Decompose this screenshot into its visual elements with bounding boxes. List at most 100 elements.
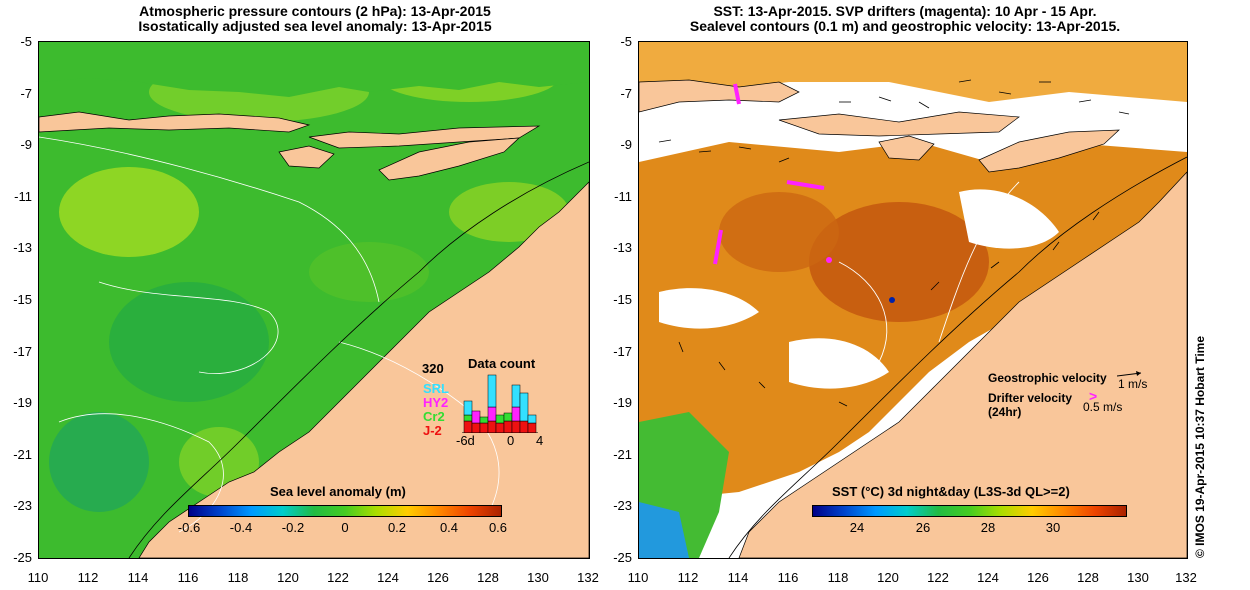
lat-tick: -17 bbox=[613, 344, 632, 359]
lon-tick: 112 bbox=[77, 570, 99, 585]
lat-tick: -9 bbox=[620, 137, 632, 152]
left-colorbar-label: Sea level anomaly (m) bbox=[270, 484, 406, 499]
left-colorbar bbox=[188, 505, 502, 517]
lon-tick: 124 bbox=[377, 570, 399, 585]
histogram-bar bbox=[463, 400, 473, 416]
histogram-bar bbox=[463, 420, 473, 433]
right-colorbar bbox=[812, 505, 1127, 517]
lat-tick: -5 bbox=[20, 34, 32, 49]
histogram-bar bbox=[527, 422, 537, 433]
lat-tick: -11 bbox=[14, 189, 32, 204]
data-count-max: 320 bbox=[422, 361, 444, 376]
sst-coolest bbox=[639, 502, 689, 558]
lon-tick: 124 bbox=[977, 570, 999, 585]
data-count-xtick: 4 bbox=[536, 433, 544, 448]
pressure-contour bbox=[39, 136, 380, 303]
lon-tick: 120 bbox=[277, 570, 299, 585]
right-colorbar-tick: 24 bbox=[849, 520, 865, 535]
lon-tick: 126 bbox=[1027, 570, 1049, 585]
sst-warm-patch bbox=[719, 192, 839, 272]
left-map-svg bbox=[39, 42, 589, 558]
drifter-point bbox=[889, 297, 895, 303]
right-colorbar-tick: 30 bbox=[1045, 520, 1061, 535]
satellite-srl: SRL bbox=[423, 381, 449, 396]
lon-tick: 132 bbox=[1175, 570, 1197, 585]
histogram-bar bbox=[487, 374, 497, 408]
histogram-bar bbox=[479, 422, 489, 433]
lat-tick: -9 bbox=[20, 137, 32, 152]
lon-tick: 130 bbox=[1127, 570, 1149, 585]
left-colorbar-tick: -0.4 bbox=[229, 520, 253, 535]
satellite-hy2: HY2 bbox=[423, 395, 449, 410]
histogram-bars bbox=[463, 374, 537, 433]
data-count-xtick: 0 bbox=[507, 433, 515, 448]
flores-land bbox=[308, 125, 541, 149]
right-title-line2: Sealevel contours (0.1 m) and geostrophi… bbox=[689, 18, 1121, 34]
lat-tick: -7 bbox=[20, 86, 32, 101]
lat-tick: -17 bbox=[13, 344, 32, 359]
sst-warm-patch bbox=[809, 202, 989, 322]
sst-north-band bbox=[639, 42, 1187, 102]
lon-tick: 118 bbox=[227, 570, 249, 585]
sealevel-contour bbox=[938, 181, 1020, 343]
data-count-title: Data count bbox=[468, 356, 536, 371]
right-colorbar-label: SST (°C) 3d night&day (L3S-3d QL>=2) bbox=[832, 484, 1070, 499]
drifter-scale-label: 0.5 m/s bbox=[1083, 400, 1123, 414]
left-colorbar-tick: 0.2 bbox=[387, 520, 407, 535]
lat-tick: -15 bbox=[613, 292, 632, 307]
anomaly-patch bbox=[59, 167, 199, 257]
lon-tick: 128 bbox=[1077, 570, 1099, 585]
data-count-histogram bbox=[462, 374, 538, 433]
left-title-line2: Isostatically adjusted sea level anomaly… bbox=[138, 18, 492, 34]
lon-tick: 128 bbox=[477, 570, 499, 585]
lon-tick: 110 bbox=[627, 570, 649, 585]
sst-cloud-gap bbox=[789, 338, 889, 389]
histogram-bar bbox=[495, 414, 505, 424]
lon-tick: 110 bbox=[27, 570, 49, 585]
lon-tick: 112 bbox=[677, 570, 699, 585]
histogram-bar bbox=[471, 422, 481, 433]
imos-credit: © IMOS 19-Apr-2015 10:37 Hobart Time bbox=[1193, 335, 1207, 558]
left-map-panel bbox=[38, 41, 590, 559]
drifter-velocity-period: (24hr) bbox=[988, 405, 1022, 419]
histogram-bar bbox=[503, 412, 513, 422]
histogram-bar bbox=[527, 414, 537, 424]
sst-cloud-gap bbox=[959, 189, 1059, 249]
lon-tick: 114 bbox=[727, 570, 749, 585]
drifter-track bbox=[733, 83, 741, 105]
sumba-land bbox=[278, 145, 335, 169]
left-colorbar-tick: 0.6 bbox=[488, 520, 508, 535]
geostrophic-scale-arrow bbox=[1117, 371, 1142, 377]
left-colorbar-tick: 0 bbox=[341, 520, 349, 535]
australia-land bbox=[138, 181, 589, 558]
lon-tick: 116 bbox=[777, 570, 799, 585]
pressure-contour bbox=[338, 341, 500, 513]
lon-tick: 116 bbox=[177, 570, 199, 585]
sumbawa-land bbox=[39, 42, 589, 97]
histogram-bar bbox=[479, 416, 489, 424]
lat-tick: -7 bbox=[620, 86, 632, 101]
geostrophic-velocity-label: Geostrophic velocity bbox=[988, 371, 1107, 385]
indonesia-land bbox=[639, 79, 800, 113]
lon-tick: 114 bbox=[127, 570, 149, 585]
lat-tick: -15 bbox=[13, 292, 32, 307]
histogram-bar bbox=[519, 420, 529, 433]
drifter-track bbox=[786, 180, 825, 190]
satellite-j2: J-2 bbox=[423, 423, 442, 438]
sumba-land bbox=[878, 135, 935, 161]
histogram-bar bbox=[519, 392, 529, 422]
lat-tick: -13 bbox=[13, 240, 32, 255]
geostrophic-scale-label: 1 m/s bbox=[1118, 377, 1148, 391]
lat-tick: -11 bbox=[614, 189, 632, 204]
timor-land bbox=[378, 137, 520, 181]
drifter-track bbox=[713, 229, 723, 265]
left-colorbar-tick: -0.2 bbox=[281, 520, 305, 535]
histogram-bar bbox=[503, 420, 513, 433]
indonesia-land bbox=[39, 111, 311, 133]
lat-tick: -5 bbox=[620, 34, 632, 49]
right-title-line1: SST: 13-Apr-2015. SVP drifters (magenta)… bbox=[713, 3, 1097, 19]
histogram-bar bbox=[495, 422, 505, 433]
histogram-bar bbox=[511, 384, 521, 408]
anomaly-patch bbox=[309, 242, 429, 302]
lon-tick: 130 bbox=[527, 570, 549, 585]
